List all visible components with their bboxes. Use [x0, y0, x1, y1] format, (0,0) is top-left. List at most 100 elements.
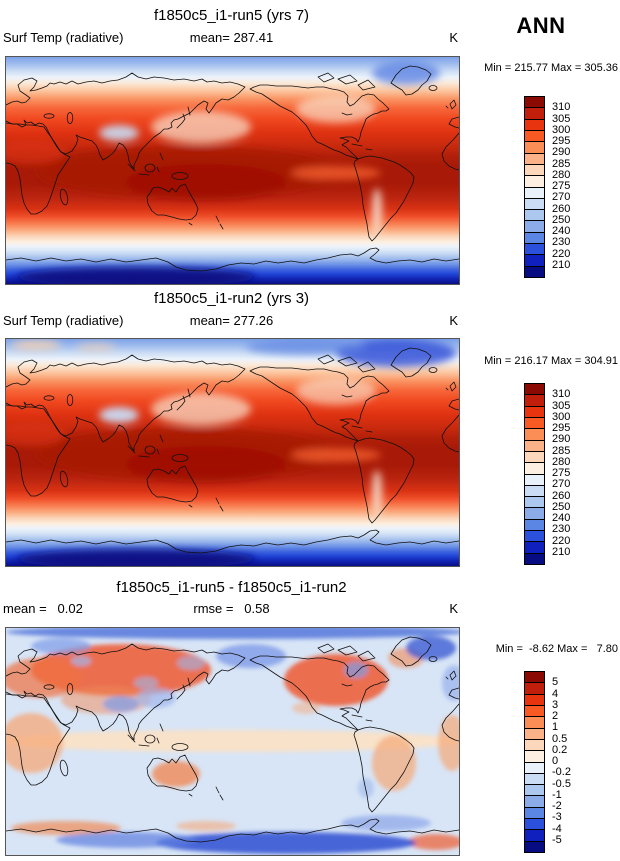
colorbar-segments [524, 96, 545, 278]
colorbar-tick-label: 0.2 [552, 743, 568, 756]
colorbar-tick-label: 285 [552, 157, 571, 170]
colorbar-tick-label: -1 [552, 788, 562, 801]
colorbar-tick-label: 0 [552, 755, 559, 767]
map-run5 [5, 56, 460, 285]
colorbar-tick-label: 310 [552, 101, 571, 114]
colorbar-segments [524, 671, 545, 853]
colorbar-tick-label: 280 [552, 455, 571, 468]
world-map-run2 [6, 339, 459, 566]
colorbar-tick-label: 290 [552, 146, 571, 159]
colorbar-segment [525, 773, 544, 786]
colorbar-segment [525, 153, 544, 165]
colorbar-segment [525, 683, 544, 695]
colorbar-tick-label: 275 [552, 467, 571, 479]
colorbar-segment [525, 440, 544, 452]
colorbar-tick-label: 3 [552, 698, 559, 711]
colorbar-tick-label: -3 [552, 811, 562, 824]
colorbar-segment [525, 244, 544, 256]
colorbar-segment [525, 451, 544, 464]
colorbar-run2: 310 305 300 295 290 285 280 275 270 260 250 240 230 2… [524, 383, 570, 565]
colorbar-segment [525, 417, 544, 430]
colorbar-segment [525, 841, 544, 852]
colorbar-segment [525, 198, 544, 211]
colorbar-segment [525, 751, 544, 763]
colorbar-tick-label: 260 [552, 202, 571, 215]
colorbar-segment [525, 176, 544, 188]
colorbar-tick-label: 1 [552, 721, 559, 734]
colorbar-tick-label: 285 [552, 444, 571, 457]
colorbar-tick-label: 250 [552, 500, 571, 513]
colorbar-tick-label: 300 [552, 410, 571, 423]
colorbar-tick-label: 280 [552, 168, 571, 181]
colorbar-segment [525, 485, 544, 498]
colorbar-tick-label: -4 [552, 822, 562, 835]
colorbar-tick-label: 220 [552, 247, 571, 260]
colorbar-tick-label: 270 [552, 191, 571, 204]
colorbar-segment [525, 785, 544, 797]
colorbar-tick-label: 240 [552, 225, 571, 237]
colorbar-segment [525, 474, 544, 486]
colorbar-segment [525, 531, 544, 543]
colorbar-tick-label: 305 [552, 112, 571, 125]
colorbar-segment [525, 819, 544, 831]
colorbar-tick-label: 210 [552, 258, 571, 271]
temperature-anomaly-blobs [6, 339, 456, 566]
colorbar-segment [525, 508, 544, 520]
colorbar-tick-label: 290 [552, 433, 571, 446]
colorbar-segment [525, 463, 544, 475]
colorbar-segment [525, 108, 544, 120]
colorbar-tick-label: 300 [552, 123, 571, 136]
panel1-units-label: K [449, 30, 458, 45]
panel1-title: f1850c5_i1-run5 (yrs 7) [153, 7, 310, 24]
panel2-mean-label: mean= 277.26 [189, 313, 274, 328]
colorbar-segment [525, 762, 544, 774]
colorbar-segment [525, 395, 544, 407]
colorbar-segments [524, 383, 545, 565]
colorbar-difference: 5 4 3 2 1 0.5 0.2 0 -0.2 -0.5 -1 -2 -3 -4 -5 [524, 671, 571, 853]
colorbar-segment [525, 796, 544, 808]
colorbar-segment [525, 119, 544, 131]
panel3-title: f1850c5_i1-run5 - f1850c5_i1-run2 [116, 579, 347, 596]
colorbar-tick-label: 270 [552, 478, 571, 491]
panel3-rmse-label: rmse = 0.58 [193, 601, 270, 616]
colorbar-segment [525, 739, 544, 752]
colorbar-tick-label: 2 [552, 710, 559, 722]
colorbar-segment [525, 406, 544, 418]
colorbar-run5: 310 305 300 295 290 285 280 275 270 260 250 240 230 2… [524, 96, 570, 278]
colorbar-tick-label: 275 [552, 180, 571, 192]
colorbar-tick-label: 250 [552, 213, 571, 226]
panel3-units-label: K [449, 601, 458, 616]
panel2-variable-label: Surf Temp (radiative) [3, 313, 124, 328]
colorbar-segment [525, 97, 544, 109]
colorbar-segment [525, 130, 544, 143]
colorbar-tick-label: -2 [552, 800, 562, 812]
colorbar-tick-label: 295 [552, 422, 571, 434]
colorbar-tick-label: 305 [552, 399, 571, 412]
panel1-minmax: Min = 215.77 Max = 305.36 [484, 62, 618, 74]
colorbar-tick-label: -0.2 [552, 766, 571, 779]
map-run2 [5, 338, 460, 567]
colorbar-segment [525, 519, 544, 532]
panel2-units-label: K [449, 313, 458, 328]
colorbar-tick-label: 0.5 [552, 732, 568, 745]
difference-anomaly-blobs [6, 628, 459, 854]
colorbar-segment [525, 164, 544, 177]
colorbar-segment [525, 497, 544, 509]
colorbar-tick-label: 220 [552, 534, 571, 547]
colorbar-tick-label: 260 [552, 489, 571, 502]
colorbar-segment [525, 210, 544, 222]
colorbar-segment [525, 705, 544, 718]
colorbar-segment [525, 255, 544, 267]
colorbar-tick-label: 230 [552, 236, 571, 249]
colorbar-tick-label: 295 [552, 135, 571, 147]
panel2-title: f1850c5_i1-run2 (yrs 3) [153, 290, 310, 307]
colorbar-tick-label: 5 [552, 676, 559, 689]
panel1-variable-label: Surf Temp (radiative) [3, 30, 124, 45]
panel1-mean-label: mean= 287.41 [189, 30, 274, 45]
colorbar-segment [525, 429, 544, 441]
panel3-minmax: Min = -8.62 Max = 7.80 [495, 643, 618, 655]
world-map-difference [6, 628, 459, 855]
colorbar-segment [525, 221, 544, 233]
colorbar-segment [525, 232, 544, 245]
colorbar-segment [525, 717, 544, 729]
